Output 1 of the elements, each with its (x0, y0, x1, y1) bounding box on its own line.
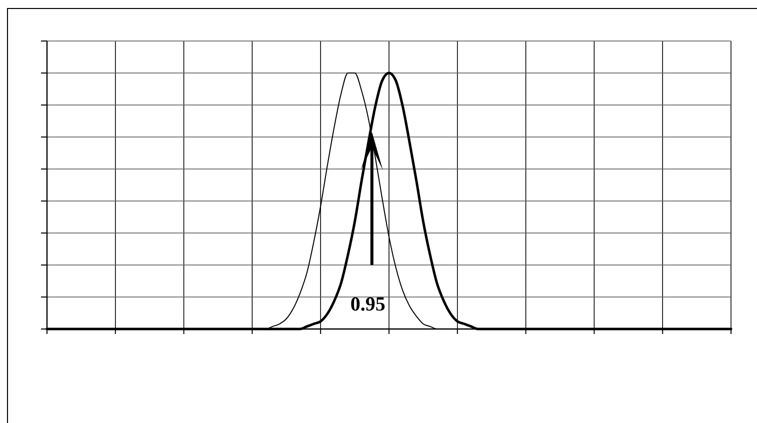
annotation: 0.95 (350, 293, 386, 316)
